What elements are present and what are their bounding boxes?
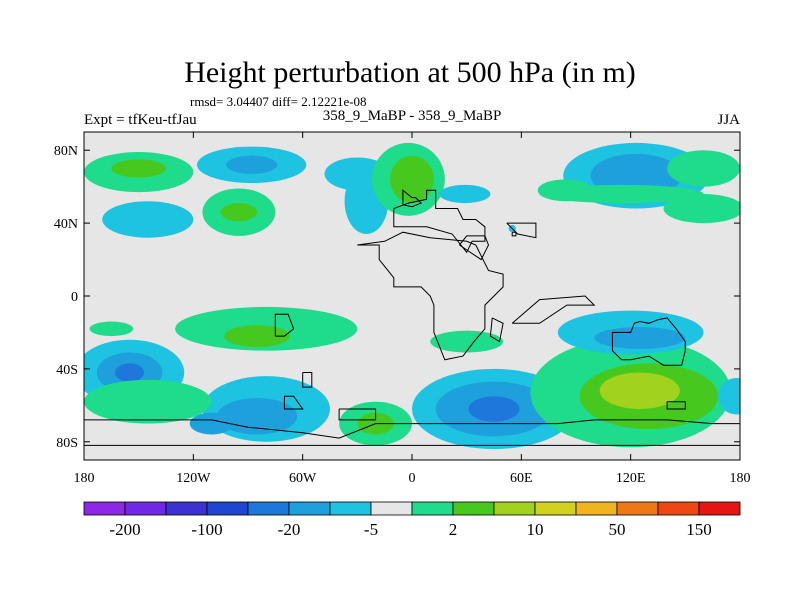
colorbar-swatch bbox=[698, 501, 741, 516]
colorbar-swatch bbox=[329, 501, 372, 516]
contour-region bbox=[667, 150, 740, 187]
contour-region bbox=[718, 378, 740, 415]
contour-region bbox=[102, 201, 194, 238]
colorbar-swatch bbox=[452, 501, 495, 516]
y-tick-label: 0 bbox=[71, 290, 78, 305]
colorbar-swatch bbox=[370, 501, 413, 516]
colorbar: -200 -100 -20 -5 2 10 50 150 bbox=[83, 501, 741, 539]
colorbar-swatch bbox=[534, 501, 577, 516]
contour-region bbox=[114, 363, 145, 382]
colorbar-swatch bbox=[575, 501, 618, 516]
contour-region bbox=[224, 325, 290, 348]
x-tick-label: 60W bbox=[289, 471, 317, 486]
colorbar-swatch bbox=[83, 501, 126, 516]
colorbar-label: 10 bbox=[527, 520, 544, 539]
y-tick-label: 80S bbox=[56, 436, 78, 451]
colorbar-swatch bbox=[124, 501, 167, 516]
colorbar-swatch bbox=[165, 501, 208, 516]
colorbar-label: -5 bbox=[364, 520, 378, 539]
contour-region bbox=[430, 330, 504, 353]
contour-region bbox=[390, 155, 434, 204]
y-tick-label: 40S bbox=[56, 363, 78, 378]
center-label: 358_9_MaBP - 358_9_MaBP bbox=[323, 108, 502, 124]
contour-region bbox=[599, 372, 680, 409]
contour-region bbox=[189, 412, 234, 435]
plot-area bbox=[83, 131, 741, 461]
y-tick-label: 40N bbox=[54, 217, 78, 232]
contour-region bbox=[663, 193, 740, 224]
x-tick-label: 120W bbox=[176, 471, 211, 486]
colorbar-label: -200 bbox=[109, 520, 140, 539]
contour-fields bbox=[84, 142, 740, 450]
x-tick-label: 0 bbox=[409, 471, 416, 486]
colorbar-swatch bbox=[411, 501, 454, 516]
stats-label: rmsd= 3.04407 diff= 2.12221e-08 bbox=[190, 94, 367, 109]
contour-region bbox=[539, 184, 704, 204]
contour-region bbox=[439, 184, 491, 204]
coastline bbox=[489, 317, 504, 343]
chart-title: Height perturbation at 500 hPa (in m) bbox=[184, 56, 636, 89]
contour-region bbox=[468, 396, 520, 422]
colorbar-label: -100 bbox=[191, 520, 222, 539]
colorbar-swatch bbox=[206, 501, 249, 516]
coastline bbox=[666, 401, 686, 410]
colorbar-label: -20 bbox=[278, 520, 301, 539]
coastline bbox=[506, 222, 537, 239]
coastline bbox=[302, 372, 313, 388]
coastlines bbox=[84, 189, 740, 446]
x-tick-label: 120E bbox=[616, 471, 646, 486]
colorbar-swatch bbox=[247, 501, 290, 516]
x-tick-label: 180 bbox=[730, 471, 751, 486]
y-tick-label: 80N bbox=[54, 144, 78, 159]
coastline bbox=[393, 189, 486, 254]
x-tick-label: 60E bbox=[510, 471, 533, 486]
colorbar-label: 2 bbox=[449, 520, 458, 539]
coastline bbox=[84, 419, 740, 446]
contour-region bbox=[84, 379, 212, 424]
coastline bbox=[338, 408, 377, 421]
colorbar-swatch bbox=[616, 501, 659, 516]
contour-region bbox=[594, 326, 686, 349]
colorbar-label: 50 bbox=[609, 520, 626, 539]
colorbar-swatch bbox=[288, 501, 331, 516]
colorbar-label: 150 bbox=[686, 520, 712, 539]
right-label: JJA bbox=[717, 112, 740, 128]
coastline bbox=[611, 317, 686, 366]
coastline bbox=[283, 395, 304, 410]
contour-region bbox=[226, 155, 278, 174]
left-label: Expt = tfKeu-tfJau bbox=[84, 112, 197, 128]
colorbar-swatch bbox=[493, 501, 536, 516]
coastline bbox=[511, 295, 596, 324]
contour-region bbox=[111, 159, 166, 178]
contour-region bbox=[220, 203, 258, 222]
coastline bbox=[274, 313, 295, 337]
colorbar-swatch bbox=[657, 501, 700, 516]
x-tick-label: 180 bbox=[74, 471, 95, 486]
coastline bbox=[357, 231, 504, 361]
axes: 180 120W 60W 0 60E 120E 180 80N 40N 0 40S 80S bbox=[54, 132, 751, 486]
coastline bbox=[511, 231, 517, 237]
coastline bbox=[402, 189, 422, 208]
contour-region bbox=[89, 321, 134, 337]
coastline bbox=[459, 235, 490, 261]
